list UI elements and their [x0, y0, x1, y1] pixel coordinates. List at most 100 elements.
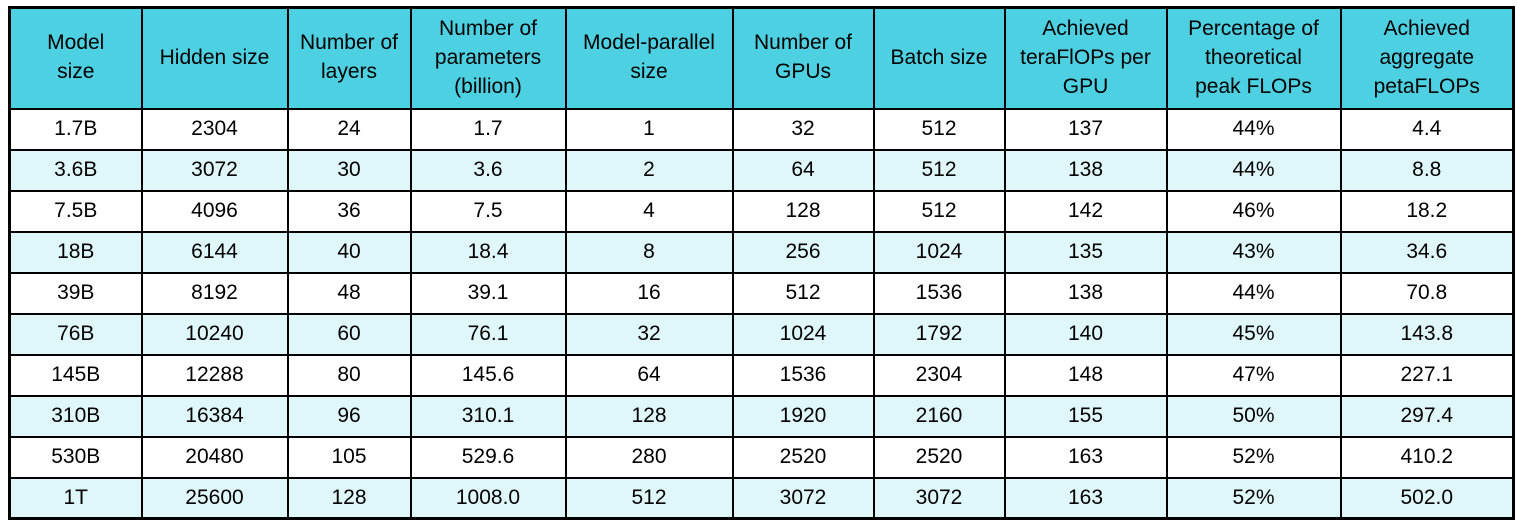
- cell: 1792: [872, 312, 1006, 356]
- column-header-4: Model-parallel size: [564, 6, 734, 110]
- cell: 20480: [140, 435, 289, 479]
- table-body: 1.7B 2304 24 1.7 1 32 512 137 44% 4.4 3.6B 3072 30 3.…: [8, 107, 1515, 520]
- cell: 76.1: [409, 312, 567, 356]
- cell: 155: [1003, 394, 1168, 438]
- cell: 138: [1003, 148, 1168, 192]
- cell: 512: [872, 189, 1006, 233]
- table-row-145B: 145B 12288 80 145.6 64 1536 2304 148 47% 227.1: [8, 353, 1515, 397]
- cell: 3.6B: [8, 148, 143, 192]
- table-container: Model size Hidden size Number of layers Num…: [8, 6, 1515, 520]
- cell: 502.0: [1339, 476, 1515, 520]
- cell: 145.6: [409, 353, 567, 397]
- table-row-3.6B: 3.6B 3072 30 3.6 2 64 512 138 44% 8.8: [8, 148, 1515, 192]
- cell: 2: [564, 148, 734, 192]
- cell: 44%: [1165, 148, 1342, 192]
- cell: 1536: [872, 271, 1006, 315]
- cell: 80: [286, 353, 412, 397]
- cell: 3072: [872, 476, 1006, 520]
- cell: 44%: [1165, 107, 1342, 151]
- cell: 24: [286, 107, 412, 151]
- cell: 163: [1003, 435, 1168, 479]
- cell: 4.4: [1339, 107, 1515, 151]
- cell: 8.8: [1339, 148, 1515, 192]
- cell: 64: [564, 353, 734, 397]
- cell: 1024: [872, 230, 1006, 274]
- cell: 227.1: [1339, 353, 1515, 397]
- cell: 1T: [8, 476, 143, 520]
- cell: 39B: [8, 271, 143, 315]
- cell: 64: [731, 148, 875, 192]
- column-header-3: Number of parameters (billion): [409, 6, 567, 110]
- cell: 512: [564, 476, 734, 520]
- table-row-39B: 39B 8192 48 39.1 16 512 1536 138 44% 70.8: [8, 271, 1515, 315]
- cell: 530B: [8, 435, 143, 479]
- cell: 34.6: [1339, 230, 1515, 274]
- cell: 1536: [731, 353, 875, 397]
- cell: 1: [564, 107, 734, 151]
- cell: 128: [564, 394, 734, 438]
- cell: 529.6: [409, 435, 567, 479]
- cell: 3072: [140, 148, 289, 192]
- column-header-9: Achieved aggregate petaFLOPs: [1339, 6, 1515, 110]
- cell: 4: [564, 189, 734, 233]
- cell: 512: [872, 107, 1006, 151]
- header-row: Model size Hidden size Number of layers Num…: [8, 6, 1515, 110]
- cell: 140: [1003, 312, 1168, 356]
- cell: 60: [286, 312, 412, 356]
- column-header-7: Achieved teraFlOPs per GPU: [1003, 6, 1168, 110]
- cell: 39.1: [409, 271, 567, 315]
- model-scaling-table: Model size Hidden size Number of layers Num…: [8, 6, 1515, 520]
- cell: 105: [286, 435, 412, 479]
- cell: 52%: [1165, 435, 1342, 479]
- cell: 1.7: [409, 107, 567, 151]
- table-row-18B: 18B 6144 40 18.4 8 256 1024 135 43% 34.6: [8, 230, 1515, 274]
- cell: 10240: [140, 312, 289, 356]
- table-row-76B: 76B 10240 60 76.1 32 1024 1792 140 45% 143.8: [8, 312, 1515, 356]
- cell: 70.8: [1339, 271, 1515, 315]
- cell: 3.6: [409, 148, 567, 192]
- cell: 32: [564, 312, 734, 356]
- cell: 50%: [1165, 394, 1342, 438]
- column-header-5: Number of GPUs: [731, 6, 875, 110]
- column-header-6: Batch size: [872, 6, 1006, 110]
- cell: 256: [731, 230, 875, 274]
- cell: 512: [872, 148, 1006, 192]
- cell: 47%: [1165, 353, 1342, 397]
- cell: 1.7B: [8, 107, 143, 151]
- cell: 280: [564, 435, 734, 479]
- cell: 43%: [1165, 230, 1342, 274]
- cell: 4096: [140, 189, 289, 233]
- cell: 8: [564, 230, 734, 274]
- table-row-1.7B: 1.7B 2304 24 1.7 1 32 512 137 44% 4.4: [8, 107, 1515, 151]
- cell: 512: [731, 271, 875, 315]
- cell: 48: [286, 271, 412, 315]
- cell: 1008.0: [409, 476, 567, 520]
- cell: 137: [1003, 107, 1168, 151]
- column-header-8: Percentage of theoretical peak FLOPs: [1165, 6, 1342, 110]
- cell: 135: [1003, 230, 1168, 274]
- cell: 96: [286, 394, 412, 438]
- cell: 138: [1003, 271, 1168, 315]
- cell: 297.4: [1339, 394, 1515, 438]
- cell: 2160: [872, 394, 1006, 438]
- cell: 32: [731, 107, 875, 151]
- table-row-1T: 1T 25600 128 1008.0 512 3072 3072 163 52% 502.0: [8, 476, 1515, 520]
- cell: 7.5B: [8, 189, 143, 233]
- cell: 40: [286, 230, 412, 274]
- cell: 52%: [1165, 476, 1342, 520]
- cell: 76B: [8, 312, 143, 356]
- cell: 18.2: [1339, 189, 1515, 233]
- cell: 3072: [731, 476, 875, 520]
- cell: 1024: [731, 312, 875, 356]
- table-head: Model size Hidden size Number of layers Num…: [8, 6, 1515, 110]
- cell: 6144: [140, 230, 289, 274]
- table-row-310B: 310B 16384 96 310.1 128 1920 2160 155 50% 297.4: [8, 394, 1515, 438]
- cell: 128: [731, 189, 875, 233]
- cell: 44%: [1165, 271, 1342, 315]
- cell: 25600: [140, 476, 289, 520]
- cell: 148: [1003, 353, 1168, 397]
- cell: 12288: [140, 353, 289, 397]
- cell: 2304: [872, 353, 1006, 397]
- cell: 36: [286, 189, 412, 233]
- column-header-2: Number of layers: [286, 6, 412, 110]
